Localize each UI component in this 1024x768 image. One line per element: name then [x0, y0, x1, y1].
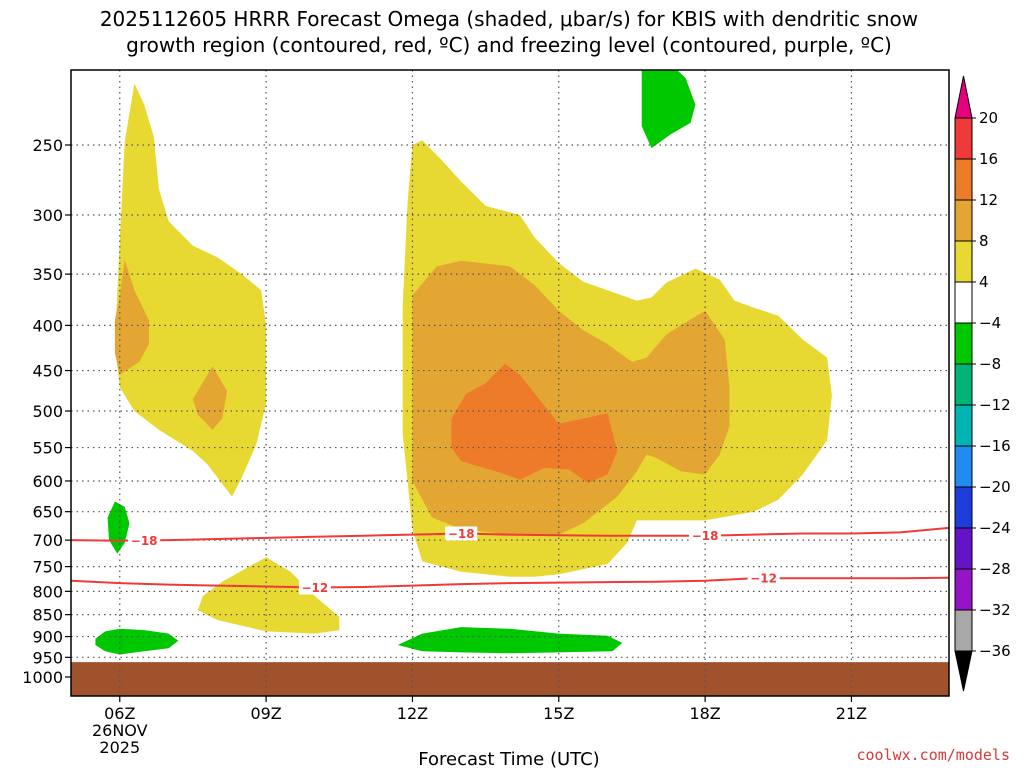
colorbar-label: −8: [979, 355, 1001, 373]
y-tick-label: 500: [32, 402, 63, 421]
colorbar-swatch: [954, 568, 973, 611]
contour-label-bg: [128, 533, 161, 548]
omega-region-1: [114, 83, 267, 497]
y-tick-label: 650: [32, 503, 63, 522]
y-tick-label: 750: [32, 558, 63, 577]
y-tick-label: 450: [32, 362, 63, 381]
y-tick-label: 950: [32, 648, 63, 667]
colorbar-swatch: [954, 363, 973, 406]
x-tick-label: 18Z: [689, 704, 720, 723]
colorbar-label: −20: [979, 478, 1011, 496]
colorbar-label: 12: [979, 191, 998, 209]
colorbar-swatch: [954, 117, 973, 160]
colorbar-label: 8: [979, 232, 989, 250]
colorbar-bottom-arrow: [954, 650, 973, 692]
ground-surface: [71, 662, 949, 696]
y-tick-label: 350: [32, 265, 63, 284]
y-tick-label: 600: [32, 472, 63, 491]
x-tick-label: 12Z: [397, 704, 428, 723]
colorbar-label: −28: [979, 560, 1011, 578]
contour-label: −18: [448, 527, 475, 541]
y-tick-label: 850: [32, 606, 63, 625]
chart-title-line-1: 2025112605 HRRR Forecast Omega (shaded, …: [100, 7, 918, 31]
contour-label-bg: [689, 528, 722, 543]
y-tick-label: 900: [32, 628, 63, 647]
colorbar-label: 20: [979, 109, 998, 127]
omega-colorbar: 20 16 12 8 4 −4 −8 −12 −16 −20 −24 −28 −32 −36: [954, 75, 1011, 692]
colorbar-label: −4: [979, 314, 1001, 332]
contour-label-bg: [298, 580, 331, 595]
contour-line-1: [70, 526, 950, 542]
colorbar-label: −32: [979, 601, 1011, 619]
y-axis-ticks: 250 300 350 400 450 500 550 600 650 700 750 800 850 9…: [22, 136, 71, 687]
colorbar-swatch: [954, 609, 973, 652]
contour-line-2: [70, 576, 950, 589]
colorbar-swatch: [954, 281, 973, 324]
y-tick-label: 800: [32, 582, 63, 601]
contour-label: −18: [692, 529, 719, 543]
y-tick-label: 300: [32, 206, 63, 225]
y-tick-label: 250: [32, 136, 63, 155]
x-axis-title: Forecast Time (UTC): [418, 749, 599, 768]
colorbar-swatch: [954, 158, 973, 201]
colorbar-label: −12: [979, 396, 1011, 414]
omega-region-8: [641, 70, 696, 149]
x-tick-label: 06Z: [104, 704, 135, 723]
colorbar-swatch: [954, 527, 973, 570]
colorbar-top-arrow: [954, 75, 973, 119]
plot-area: [71, 70, 949, 696]
omega-region-10: [95, 628, 179, 655]
y-tick-label: 550: [32, 439, 63, 458]
colorbar-swatch: [954, 486, 973, 529]
y-tick-label: 1000: [22, 668, 63, 687]
x-tick-label: 09Z: [250, 704, 281, 723]
contour-label: −12: [750, 572, 777, 586]
colorbar-swatch: [954, 199, 973, 242]
colorbar-swatch: [954, 445, 973, 488]
omega-region-11: [397, 627, 623, 654]
colorbar-label: 16: [979, 150, 998, 168]
x-tick-year: 2025: [99, 738, 140, 757]
y-tick-label: 400: [32, 316, 63, 335]
omega-region-5: [114, 259, 149, 375]
x-tick-date: 26NOV: [92, 721, 148, 740]
colorbar-label: −16: [979, 437, 1011, 455]
omega-region-9: [107, 501, 130, 554]
colorbar-swatch: [954, 404, 973, 447]
omega-region-3: [197, 557, 340, 634]
colorbar-label: 4: [979, 273, 989, 291]
x-tick-label: 15Z: [543, 704, 574, 723]
grid-lines: [71, 70, 949, 696]
contour-label: −12: [302, 581, 329, 595]
plot-frame: [70, 69, 950, 697]
dendritic-contours: −18 −18 −18 −12 −12: [70, 526, 950, 595]
omega-region-7: [451, 363, 618, 483]
x-tick-label: 21Z: [836, 704, 867, 723]
colorbar-swatch: [954, 240, 973, 283]
contour-label-bg: [445, 526, 478, 541]
contour-label-bg: [747, 571, 780, 586]
chart-title-line-2: growth region (contoured, red, ºC) and f…: [126, 33, 892, 57]
colorbar-label: −36: [979, 642, 1011, 660]
colorbar-label: −24: [979, 519, 1011, 537]
credit-text: coolwx.com/models: [856, 746, 1010, 764]
colorbar-swatch: [954, 322, 973, 365]
y-tick-label: 700: [32, 531, 63, 550]
omega-region-6: [192, 366, 228, 430]
contour-label: −18: [131, 534, 158, 548]
